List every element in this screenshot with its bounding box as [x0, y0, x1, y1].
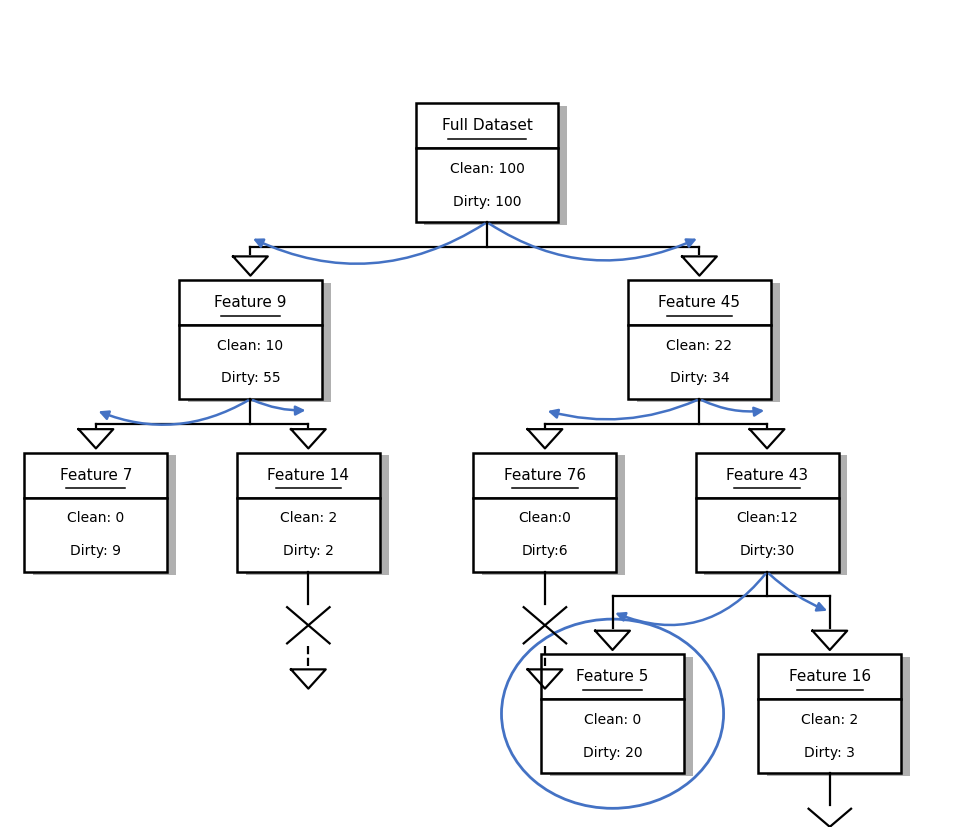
FancyBboxPatch shape: [416, 103, 558, 148]
Text: Clean: 0: Clean: 0: [583, 713, 641, 727]
FancyBboxPatch shape: [33, 455, 176, 575]
FancyBboxPatch shape: [542, 700, 684, 774]
Text: Clean: 100: Clean: 100: [450, 162, 524, 175]
Text: Feature 9: Feature 9: [214, 295, 286, 310]
FancyBboxPatch shape: [549, 657, 693, 776]
Text: Dirty: 55: Dirty: 55: [220, 371, 281, 386]
FancyBboxPatch shape: [24, 498, 168, 572]
Text: Clean: 2: Clean: 2: [802, 713, 858, 727]
FancyBboxPatch shape: [473, 498, 617, 572]
FancyBboxPatch shape: [768, 657, 910, 776]
Text: Feature 45: Feature 45: [658, 295, 740, 310]
FancyBboxPatch shape: [759, 654, 901, 700]
Text: Dirty:6: Dirty:6: [522, 544, 568, 558]
Text: Dirty: 100: Dirty: 100: [453, 194, 521, 209]
FancyBboxPatch shape: [416, 148, 558, 222]
FancyBboxPatch shape: [542, 654, 684, 700]
FancyBboxPatch shape: [245, 455, 389, 575]
Text: Feature 16: Feature 16: [789, 669, 871, 684]
Text: Dirty:30: Dirty:30: [739, 544, 795, 558]
FancyBboxPatch shape: [637, 283, 779, 402]
Text: Clean:12: Clean:12: [736, 511, 798, 525]
Text: Full Dataset: Full Dataset: [441, 118, 533, 133]
FancyBboxPatch shape: [473, 453, 617, 498]
FancyBboxPatch shape: [425, 106, 567, 225]
Text: Dirty: 9: Dirty: 9: [70, 544, 122, 558]
Text: Feature 14: Feature 14: [267, 468, 350, 483]
FancyBboxPatch shape: [628, 280, 770, 325]
FancyBboxPatch shape: [759, 700, 901, 774]
FancyBboxPatch shape: [628, 325, 770, 399]
Text: Dirty: 34: Dirty: 34: [670, 371, 730, 386]
Text: Clean: 10: Clean: 10: [217, 338, 283, 352]
FancyBboxPatch shape: [24, 453, 168, 498]
FancyBboxPatch shape: [482, 455, 625, 575]
Text: Feature 5: Feature 5: [577, 669, 649, 684]
FancyBboxPatch shape: [179, 280, 321, 325]
Text: Feature 7: Feature 7: [59, 468, 132, 483]
FancyBboxPatch shape: [237, 498, 380, 572]
Text: Clean: 2: Clean: 2: [280, 511, 337, 525]
Text: Dirty: 20: Dirty: 20: [582, 745, 642, 760]
Text: Clean: 22: Clean: 22: [666, 338, 732, 352]
Text: Clean:0: Clean:0: [518, 511, 572, 525]
Text: Dirty: 2: Dirty: 2: [282, 544, 334, 558]
FancyBboxPatch shape: [695, 498, 839, 572]
Text: Feature 76: Feature 76: [504, 468, 586, 483]
FancyBboxPatch shape: [237, 453, 380, 498]
Text: Feature 43: Feature 43: [726, 468, 808, 483]
FancyBboxPatch shape: [704, 455, 847, 575]
Text: Dirty: 3: Dirty: 3: [805, 745, 855, 760]
Text: Clean: 0: Clean: 0: [67, 511, 125, 525]
FancyBboxPatch shape: [188, 283, 330, 402]
FancyBboxPatch shape: [695, 453, 839, 498]
FancyBboxPatch shape: [179, 325, 321, 399]
